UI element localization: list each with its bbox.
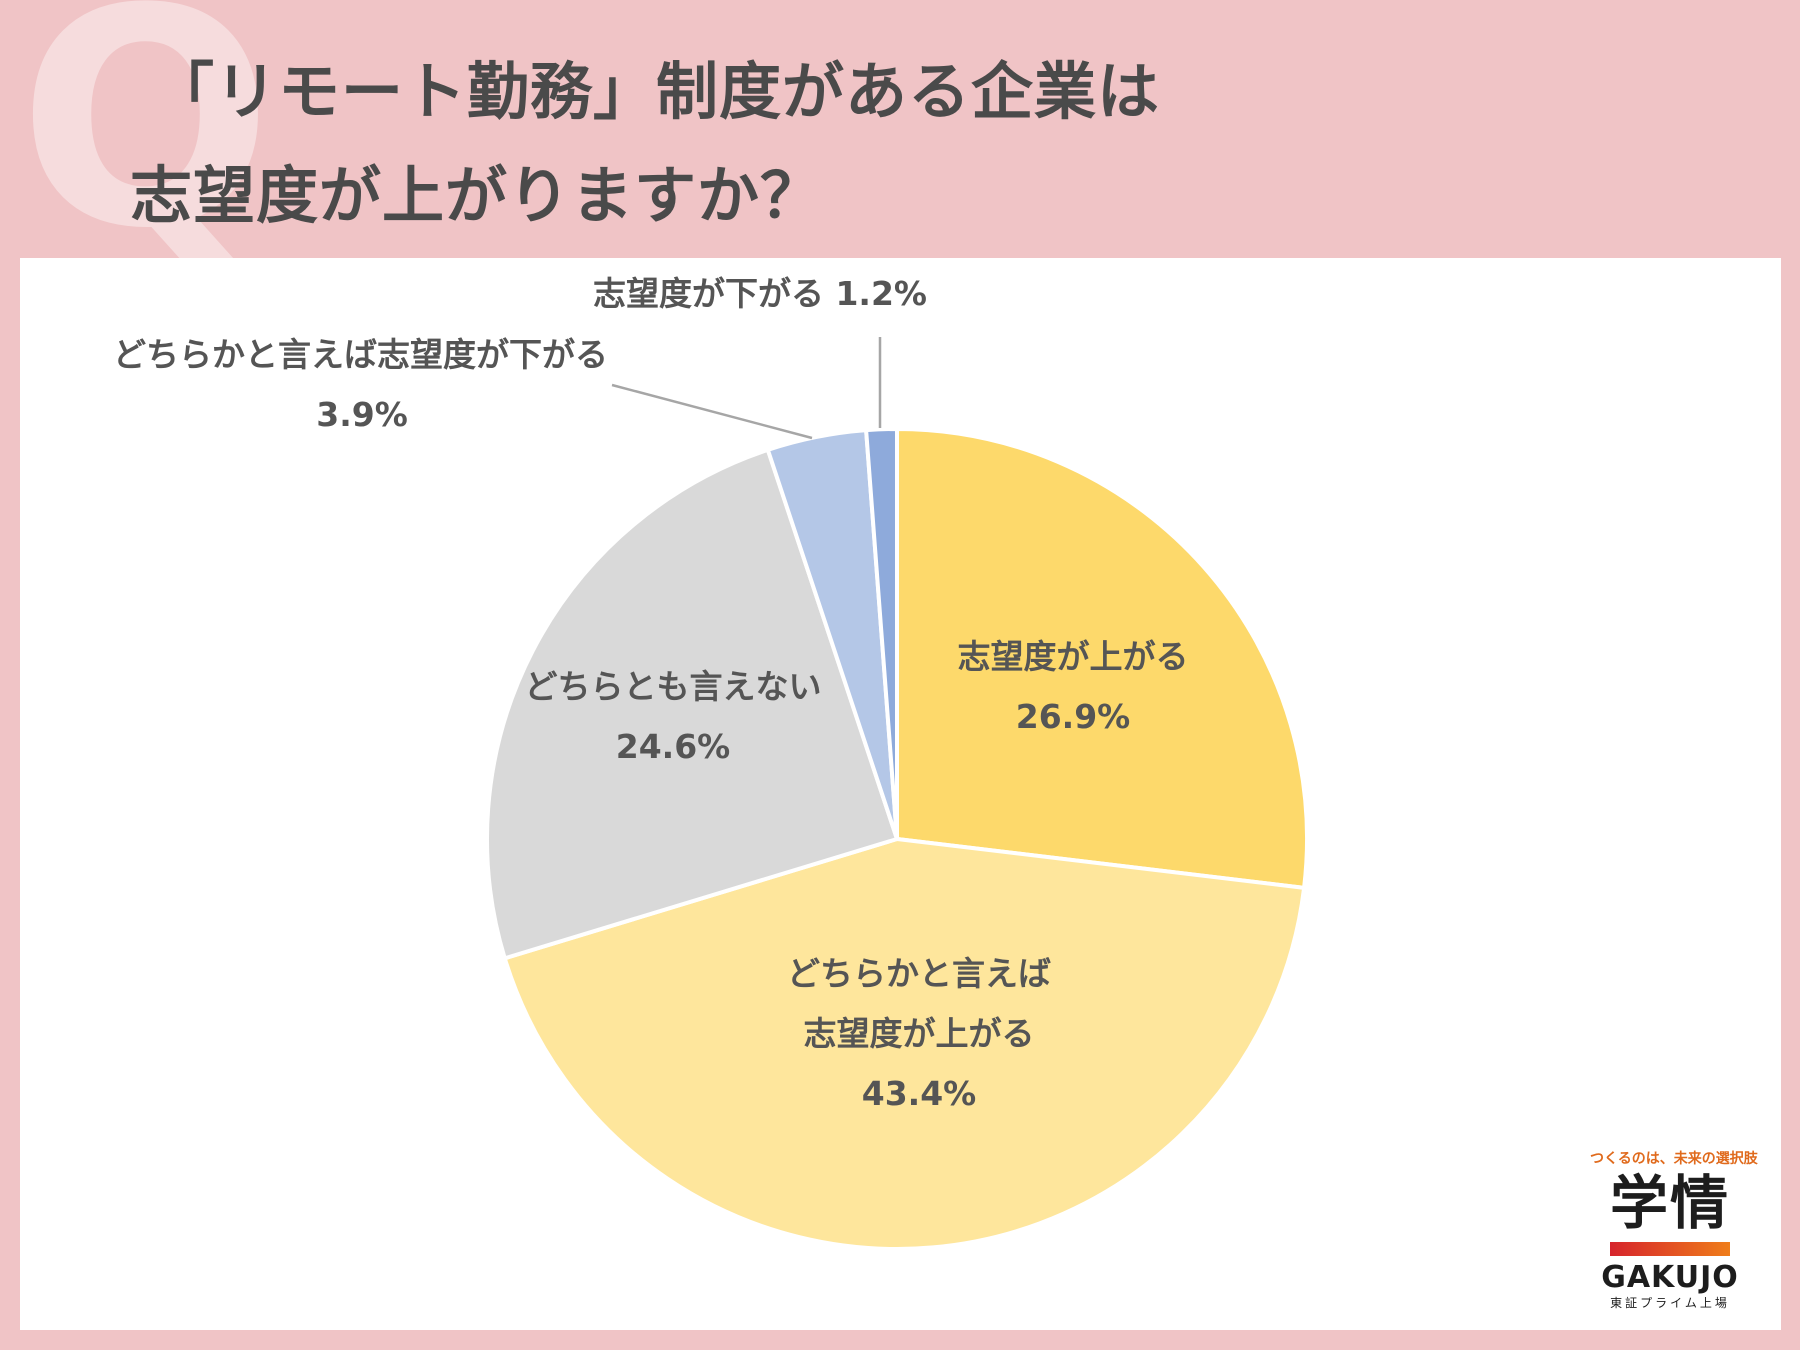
pie-slice-3 [485,447,899,961]
leader-line-4 [611,383,813,440]
slice-value-label-3: 24.6% [616,727,731,766]
title-line-2: 志望度が上がりますか？ [130,159,824,232]
q-mark-decoration: Q [18,0,274,294]
gakujo-logo: つくるのは、未来の選択肢 学情 GAKUJO 東証プライム上場 [1590,1148,1758,1311]
slice-value-label-2: 43.4% [862,1074,977,1113]
slice-value-label-4: 3.9% [316,395,408,434]
slice-value-label-1: 26.9% [1016,697,1131,736]
slice-label-2-line-1: どちらかと言えば [787,954,1051,993]
logo-brand-en: GAKUJO [1601,1260,1739,1295]
pie-slice-2 [502,837,1307,1251]
logo-tagline: つくるのは、未来の選択肢 [1590,1151,1758,1167]
pie-slice-1 [895,427,1309,890]
logo-brand-jp: 学情 [1609,1169,1730,1237]
slice-label-4-line-1: どちらかと言えば志望度が下がる [113,335,608,374]
slice-label-1-line-1: 志望度が上がる [958,637,1189,676]
logo-color-bar [1610,1242,1730,1256]
slice-label-3-line-1: どちらとも言えない [525,667,822,706]
page-title: 「リモート勤務」制度がある企業は 志望度が上がりますか？ [130,40,1160,248]
title-line-1: 「リモート勤務」制度がある企業は [152,55,1161,128]
pie-slice-5 [864,427,899,841]
logo-subtitle: 東証プライム上場 [1610,1296,1730,1310]
slice-label-5-line-1: 志望度が下がる 1.2% [593,274,927,313]
slice-label-2-line-2: 志望度が上がる [804,1014,1035,1053]
